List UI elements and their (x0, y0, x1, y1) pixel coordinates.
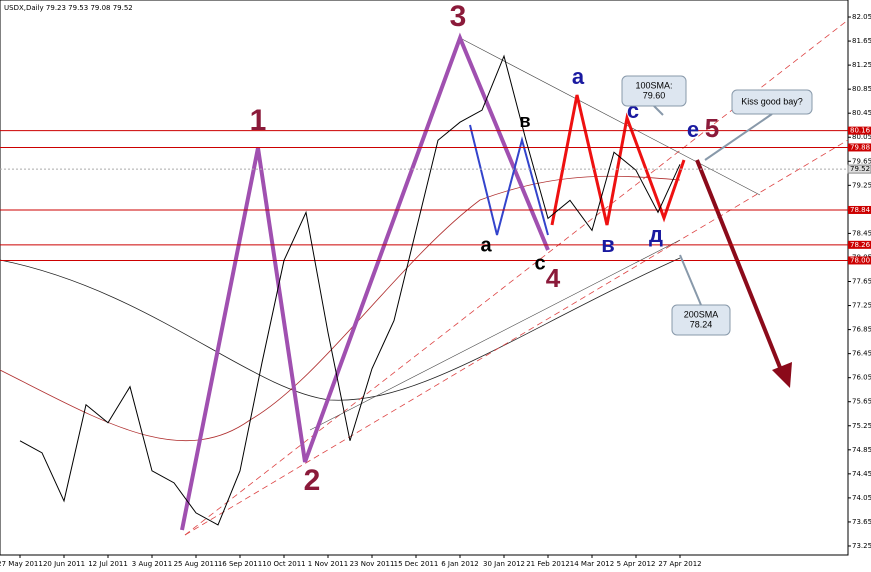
y-tick-label: 82.05 (852, 13, 871, 21)
x-tick-label: 14 Mar 2012 (570, 560, 614, 568)
callout-box (671, 304, 731, 336)
y-tick-label: 79.25 (852, 181, 871, 189)
level-label: 80.16 (850, 127, 871, 135)
level-label: 78.00 (850, 256, 870, 264)
callout-box (621, 75, 687, 107)
wave-label: 5 (705, 113, 719, 143)
current-tag (847, 164, 871, 174)
y-tick-label: 80.45 (852, 109, 871, 117)
wave-label: 4 (546, 263, 561, 293)
wave-label: д (649, 222, 663, 247)
plot-area (0, 0, 849, 556)
y-tick-label: 77.25 (852, 302, 871, 310)
x-tick-label: 15 Dec 2011 (394, 560, 439, 568)
wave-label: 2 (304, 464, 321, 497)
arrow-head (772, 362, 792, 388)
wave-label: е (687, 117, 699, 142)
forecast-arrow (695, 159, 787, 381)
wave-label: а (480, 234, 492, 256)
x-tick-label: 16 Sep 2011 (218, 560, 262, 568)
x-tick-label: 1 Nov 2011 (308, 560, 348, 568)
y-tick-label: 73.65 (852, 518, 871, 526)
x-tick-label: 3 Aug 2011 (132, 560, 172, 568)
y-tick-label: 76.85 (852, 326, 871, 334)
y-tick-label: 76.05 (852, 374, 871, 382)
callout-pointer (679, 254, 702, 306)
callout-pointer (653, 105, 664, 116)
x-tick-label: 27 May 2011 (0, 560, 43, 568)
correction-path (469, 124, 549, 236)
callout-pointer (704, 113, 773, 161)
y-tick-label: 81.65 (852, 37, 871, 45)
x-tick-label: 12 Jul 2011 (88, 560, 128, 568)
x-tick-label: 25 Aug 2011 (174, 560, 219, 568)
callout-box (731, 89, 813, 115)
y-tick-label: 78.45 (852, 229, 871, 237)
wave-label: с (534, 252, 545, 274)
y-tick-label: 80.05 (852, 133, 871, 141)
y-tick-label: 73.25 (852, 542, 871, 550)
callout-text: 200SMA (684, 309, 719, 319)
level-label: 79.88 (850, 143, 870, 151)
x-tick-label: 5 Apr 2012 (617, 560, 656, 568)
callout-text: 79.60 (643, 90, 666, 100)
level-tag (848, 143, 871, 152)
y-tick-label: 81.25 (852, 61, 871, 69)
level-tag (848, 256, 871, 265)
level-label: 78.84 (850, 206, 871, 214)
x-tick-label: 30 Jan 2012 (483, 560, 525, 568)
level-tag (848, 205, 871, 214)
y-tick-label: 75.65 (852, 398, 871, 406)
x-tick-label: 21 Feb 2012 (526, 560, 570, 568)
wave-label: 3 (450, 0, 467, 33)
sma-100 (0, 175, 681, 442)
wave-label: 1 (250, 104, 267, 137)
level-tag (848, 126, 871, 135)
current-label: 79.52 (850, 165, 870, 173)
callout-text: 100SMA: (635, 80, 672, 90)
x-tick-label: 23 Nov 2011 (350, 560, 395, 568)
callout-text: 78.24 (690, 319, 713, 329)
sma-200 (0, 257, 681, 401)
trend-line (309, 239, 681, 431)
level-label: 78.26 (850, 241, 871, 249)
chart-title: USDX,Daily 79.23 79.53 79.08 79.52 (4, 4, 133, 12)
y-tick-label: 77.65 (852, 278, 871, 286)
y-tick-label: 79.65 (852, 157, 871, 165)
x-tick-label: 10 Oct 2011 (262, 560, 305, 568)
x-tick-label: 6 Jan 2012 (441, 560, 479, 568)
decorations (0, 19, 849, 536)
y-tick-label: 80.85 (852, 85, 871, 93)
y-tick-label: 74.45 (852, 470, 871, 478)
wave-label: a (572, 64, 585, 89)
y-tick-label: 74.05 (852, 494, 871, 502)
trend-line (184, 139, 849, 536)
level-tag (848, 240, 871, 249)
wave-label: в (601, 232, 615, 257)
wave-label: в (519, 111, 530, 131)
x-tick-label: 27 Apr 2012 (658, 560, 701, 568)
y-tick-label: 75.25 (852, 422, 871, 430)
correction-path (550, 94, 686, 226)
price-line (19, 54, 681, 526)
trend-line (184, 19, 849, 536)
wave-path (180, 32, 550, 531)
y-tick-label: 74.85 (852, 446, 871, 454)
callout-text: Kiss good bay? (741, 96, 803, 106)
y-tick-label: 76.45 (852, 350, 871, 358)
x-tick-label: 20 Jun 2011 (43, 560, 85, 568)
